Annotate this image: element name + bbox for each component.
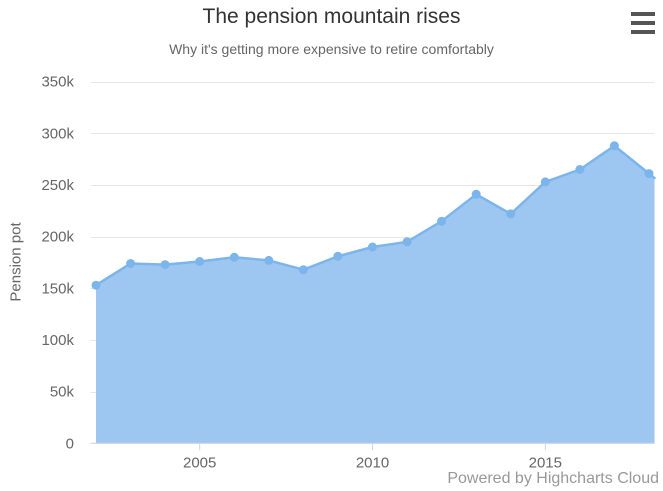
credits-link[interactable]: Powered by Highcharts Cloud — [447, 470, 659, 487]
data-point-marker[interactable] — [126, 259, 136, 268]
y-axis-label: 150k — [41, 280, 74, 297]
data-point-marker[interactable] — [264, 255, 274, 265]
y-axis-label: 100k — [41, 332, 74, 349]
y-axis-label: 350k — [41, 74, 74, 91]
data-point-marker[interactable] — [575, 165, 585, 174]
y-axis-label: 0 — [66, 435, 74, 452]
x-axis-label: 2010 — [356, 454, 389, 471]
data-point-marker[interactable] — [644, 169, 654, 179]
data-point-marker[interactable] — [368, 242, 377, 252]
x-axis-label: 2015 — [529, 454, 562, 471]
data-point-marker[interactable] — [402, 237, 412, 247]
hamburger-bar — [631, 21, 655, 25]
hamburger-bar — [631, 12, 655, 16]
data-point-marker[interactable] — [91, 280, 101, 290]
data-point-marker[interactable] — [333, 251, 343, 261]
hamburger-bar — [631, 30, 655, 34]
chart-subtitle: Why it's getting more expensive to retir… — [169, 41, 494, 57]
y-axis-label: 250k — [41, 177, 74, 194]
x-axis-label: 2005 — [183, 454, 216, 471]
series-line — [94, 144, 656, 287]
data-point-marker[interactable] — [506, 209, 516, 219]
data-point-marker[interactable] — [471, 189, 481, 199]
hamburger-icon — [628, 10, 656, 34]
data-point-marker[interactable] — [160, 260, 170, 270]
data-point-marker[interactable] — [609, 141, 619, 151]
data-point-marker[interactable] — [540, 177, 550, 187]
y-axis-label: 200k — [41, 229, 74, 246]
data-point-marker[interactable] — [229, 252, 239, 262]
y-axis-label: 300k — [41, 125, 74, 142]
data-point-marker[interactable] — [195, 257, 205, 266]
chart-title: The pension mountain rises — [202, 5, 461, 28]
data-point-marker[interactable] — [298, 265, 308, 275]
area-fill — [96, 145, 655, 444]
data-point-marker[interactable] — [437, 216, 447, 226]
y-axis-label: 50k — [50, 384, 75, 401]
export-menu-button[interactable] — [628, 10, 656, 36]
